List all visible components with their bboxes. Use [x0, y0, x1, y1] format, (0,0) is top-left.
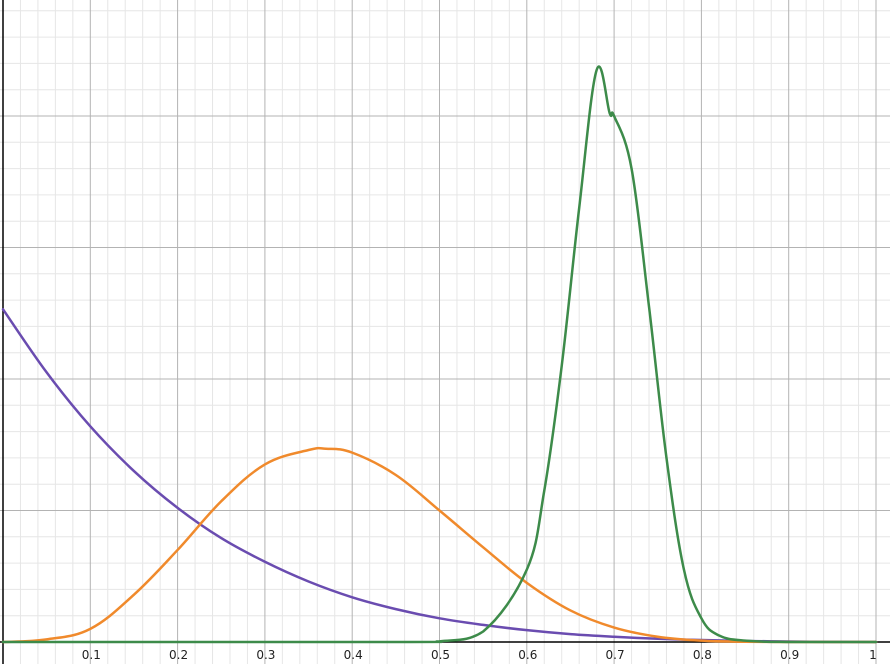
- x-tick-label: 1: [869, 648, 877, 662]
- x-tick-labels: 0.1 0.2 0.3 0.4 0.5 0.6 0.7 0.8 0.9 1: [82, 648, 877, 662]
- series-line-3: [1, 65, 878, 644]
- x-tick-label: 0.1: [82, 648, 101, 662]
- series-lines: [1, 65, 878, 644]
- x-tick-label: 0.5: [431, 648, 450, 662]
- x-tick-label: 0.7: [606, 648, 625, 662]
- x-tick-label: 0.8: [693, 648, 712, 662]
- x-tick-label: 0.2: [169, 648, 188, 662]
- x-tick-label: 0.4: [344, 648, 363, 662]
- x-tick-label: 0.6: [518, 648, 537, 662]
- x-tick-label: 0.9: [780, 648, 799, 662]
- x-tick-label: 0.3: [256, 648, 275, 662]
- series-line-2: [1, 446, 878, 644]
